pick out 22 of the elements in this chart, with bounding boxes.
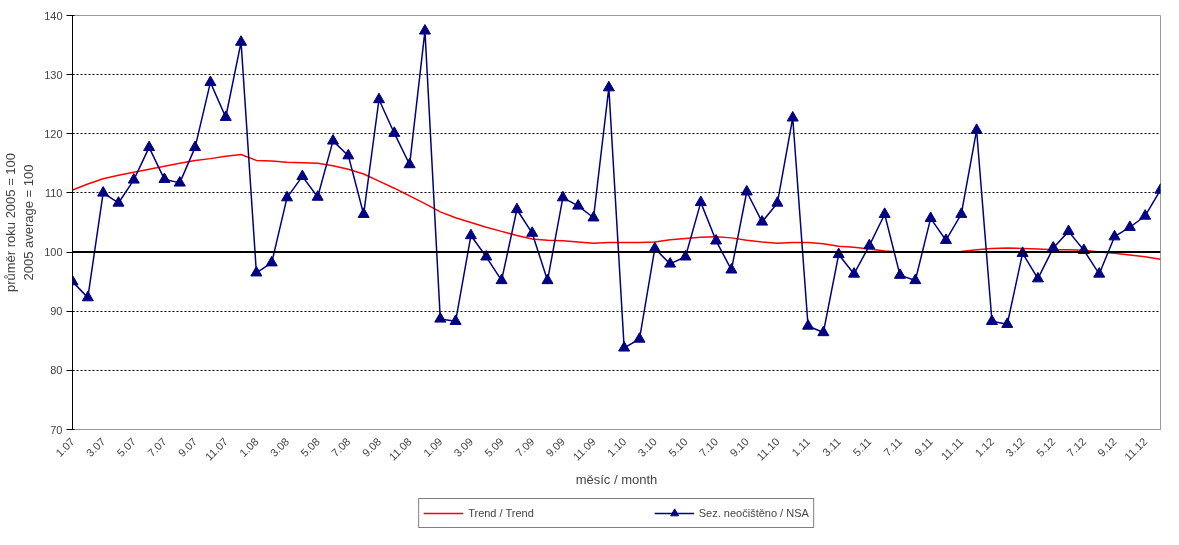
y-tick-label: 70	[50, 423, 63, 436]
y-tick-label: 100	[44, 246, 63, 259]
y-axis-title: průměr roku 2005 = 100 2005 average = 100	[3, 152, 37, 293]
y-tick-label: 90	[50, 305, 63, 318]
y-tick-label: 130	[44, 68, 63, 81]
x-tick-label: 7.11	[881, 435, 905, 459]
x-tick-label: 9.11	[911, 435, 935, 459]
x-tick-label: 7.12	[1064, 435, 1089, 459]
x-tick-label: 7.10	[696, 435, 721, 459]
y-tick-label: 110	[44, 186, 63, 199]
x-tick-label: 7.08	[328, 435, 353, 459]
y-tick-label: 80	[50, 364, 63, 377]
x-tick-label: 5.11	[850, 435, 874, 459]
y-tick-label: 120	[44, 127, 63, 140]
y-tick-label: 140	[44, 9, 63, 22]
x-tick-label: 3.11	[819, 435, 843, 459]
x-tick-label: 7.09	[512, 435, 537, 459]
line-series	[72, 153, 1161, 260]
legend-label: Trend / Trend	[468, 506, 534, 519]
x-tick-label: 1.11	[789, 435, 813, 459]
x-axis-title: měsíc / month	[575, 472, 658, 488]
legend-label: Sez. neočištěno / NSA	[698, 506, 809, 519]
